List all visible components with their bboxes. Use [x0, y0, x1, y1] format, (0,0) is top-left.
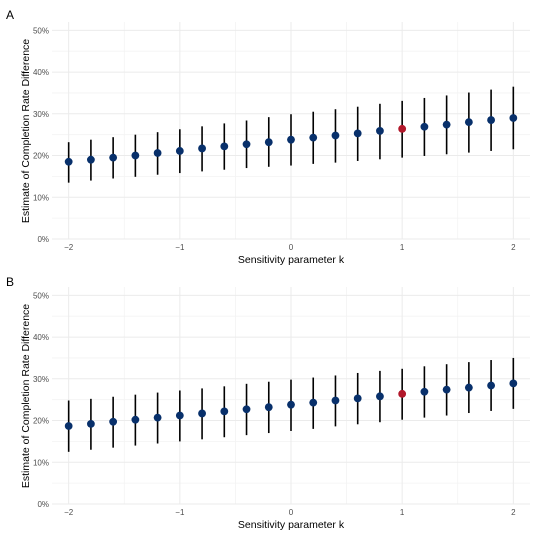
x-tick-label: 1	[400, 508, 405, 517]
data-point	[331, 131, 340, 140]
data-point	[376, 392, 384, 401]
panel-a: A 0% 10% 20% 30% 40% 50% −2 −1 0 1 2 Sensitivity …	[6, 8, 530, 266]
data-point	[198, 144, 206, 153]
data-point	[64, 422, 73, 430]
data-point	[464, 383, 473, 392]
data-point	[420, 387, 429, 396]
y-tick-labels: 0% 10% 20% 30% 40% 50%	[33, 26, 49, 244]
data-point	[220, 142, 229, 151]
data-point	[509, 379, 518, 388]
panel-tag-a: A	[6, 8, 14, 22]
y-tick-label: 10%	[33, 193, 49, 202]
y-tick-label: 40%	[33, 333, 49, 342]
data-point	[442, 120, 451, 129]
x-tick-label: 1	[400, 243, 405, 252]
data-point	[287, 135, 295, 144]
data-point	[87, 419, 95, 428]
data-point	[264, 138, 273, 147]
x-tick-label: −2	[64, 508, 74, 517]
data-point	[109, 417, 118, 426]
data-point	[264, 403, 273, 412]
data-point	[353, 394, 362, 403]
y-tick-label: 0%	[37, 235, 49, 244]
data-point	[487, 116, 495, 124]
highlighted-point	[398, 389, 407, 398]
x-axis-title: Sensitivity parameter k	[238, 519, 345, 531]
data-point	[420, 122, 429, 131]
x-tick-label: −2	[64, 243, 74, 252]
data-point	[309, 398, 318, 407]
panel-b: B 0% 10% 20% 30% 40% 50% −2 −1 0 1 2 Sensitivity …	[6, 275, 530, 531]
highlighted-point	[398, 124, 407, 133]
data-point	[242, 405, 251, 414]
x-axis-title: Sensitivity parameter k	[238, 254, 345, 266]
y-tick-label: 20%	[33, 417, 49, 426]
data-point	[353, 129, 362, 138]
data-point	[464, 118, 473, 127]
data-point	[175, 147, 184, 155]
data-point	[509, 114, 518, 122]
x-tick-label: −1	[175, 508, 185, 517]
y-tick-label: 30%	[33, 375, 49, 384]
data-point	[64, 157, 73, 166]
data-point	[198, 409, 206, 418]
data-point	[175, 411, 184, 420]
data-point	[242, 140, 251, 149]
y-tick-label: 30%	[33, 110, 49, 119]
points	[64, 379, 518, 430]
points	[64, 114, 518, 166]
data-point	[376, 127, 384, 135]
data-point	[287, 400, 295, 409]
x-tick-label: 2	[511, 243, 516, 252]
y-axis-title: Estimate of Completion Rate Difference	[20, 39, 32, 223]
y-tick-label: 50%	[33, 26, 49, 35]
data-point	[109, 153, 118, 162]
panel-tag-b: B	[6, 275, 14, 289]
y-tick-label: 10%	[33, 458, 49, 467]
y-tick-label: 0%	[37, 500, 49, 509]
data-point	[331, 396, 340, 405]
x-tick-labels: −2 −1 0 1 2	[64, 243, 516, 252]
y-tick-labels: 0% 10% 20% 30% 40% 50%	[33, 291, 49, 509]
data-point	[487, 381, 495, 390]
y-axis-title: Estimate of Completion Rate Difference	[20, 304, 32, 488]
data-point	[153, 149, 162, 157]
x-tick-label: −1	[175, 243, 185, 252]
x-tick-label: 0	[289, 508, 294, 517]
data-point	[153, 413, 162, 422]
x-tick-labels: −2 −1 0 1 2	[64, 508, 516, 517]
data-point	[220, 407, 229, 416]
data-point	[131, 151, 140, 160]
data-point	[131, 415, 140, 424]
data-point	[87, 155, 95, 164]
x-tick-label: 2	[511, 508, 516, 517]
y-tick-label: 50%	[33, 291, 49, 300]
y-tick-label: 40%	[33, 68, 49, 77]
x-tick-label: 0	[289, 243, 294, 252]
data-point	[442, 385, 451, 394]
y-tick-label: 20%	[33, 152, 49, 161]
data-point	[309, 133, 318, 142]
